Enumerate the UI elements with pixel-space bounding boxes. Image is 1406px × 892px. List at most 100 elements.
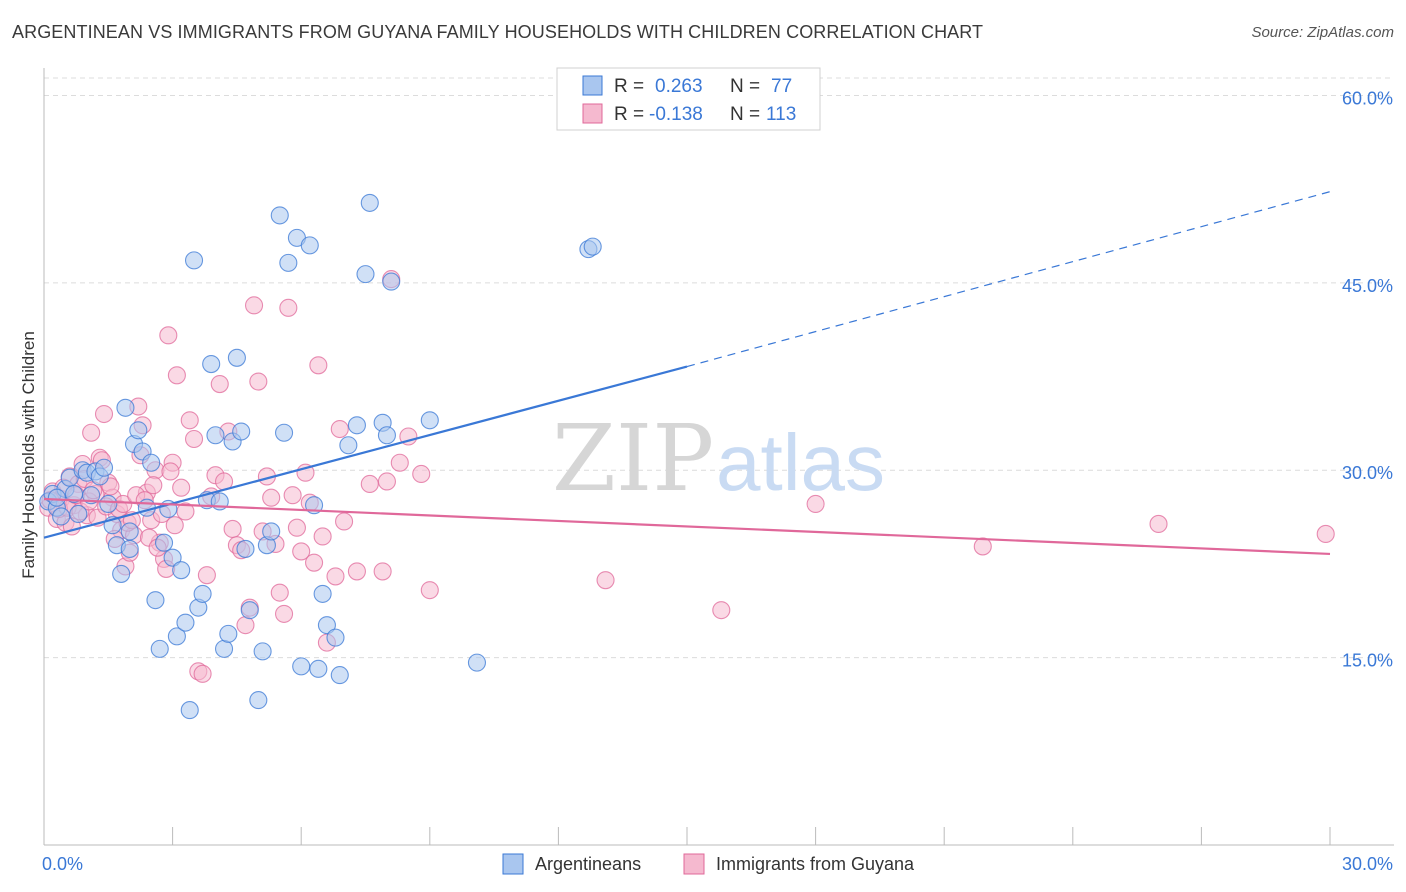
argentinean-point — [154, 533, 174, 552]
guyana-point — [161, 462, 180, 481]
argentinean-point — [232, 422, 251, 441]
argentinean-point — [360, 193, 379, 212]
argentinean-point — [219, 624, 238, 643]
legend-n-value-1: 77 — [771, 76, 792, 97]
guyana-point — [326, 567, 345, 586]
argentinean-point — [279, 253, 298, 272]
guyana-point — [184, 429, 204, 449]
argentinean-point — [142, 453, 161, 472]
legend-r-label-1: R = — [614, 76, 644, 97]
argentinean-point — [116, 398, 135, 417]
guyana-point — [596, 571, 615, 590]
argentinean-point — [52, 507, 71, 526]
y-tick-label-15: 15.0% — [1342, 651, 1393, 671]
guyana-point — [412, 464, 431, 484]
argentinean-point — [99, 494, 118, 514]
guyana-point — [172, 478, 191, 497]
argentinean-point — [129, 421, 148, 440]
argentinean-point — [377, 426, 396, 445]
legend-n-label-2: N = — [730, 104, 760, 125]
argentinean-point — [180, 701, 199, 720]
argentinean-point — [176, 613, 195, 632]
legend-argentineans-label: Argentineans — [535, 854, 641, 874]
guyana-point — [159, 326, 178, 345]
watermark-atlas: atlas — [716, 418, 885, 507]
legend-stats-box: R = 0.263 N = 77 R = -0.138 N = 113 — [556, 67, 821, 131]
guyana-point — [197, 566, 216, 585]
legend-guyana-label: Immigrants from Guyana — [716, 854, 915, 874]
argentinean-point — [583, 237, 602, 256]
trend-lines — [43, 191, 1331, 556]
argentinean-point — [467, 653, 487, 672]
argentinean-point — [253, 642, 272, 661]
argentinean-point — [339, 436, 358, 455]
argentinean-point — [240, 601, 259, 620]
guyana-point — [335, 512, 354, 531]
chart-title: ARGENTINEAN VS IMMIGRANTS FROM GUYANA FA… — [12, 22, 984, 42]
argentinean-point — [300, 236, 319, 255]
guyana-point — [165, 516, 184, 535]
guyana-point — [275, 604, 294, 623]
guyana-point — [305, 553, 324, 572]
guyana-point — [712, 601, 731, 620]
argentinean-point — [262, 522, 281, 541]
source-credit: Source: ZipAtlas.com — [1251, 24, 1394, 41]
guyana-point — [82, 423, 101, 442]
y-tick-label-45: 45.0% — [1342, 276, 1393, 296]
guyana-trend-line — [43, 497, 1331, 556]
argentineans-trend-extension — [686, 191, 1331, 368]
guyana-point — [390, 453, 409, 472]
legend-n-value-2: 113 — [766, 104, 796, 125]
argentinean-point — [206, 426, 225, 445]
x-tick-label-0: 0.0% — [42, 854, 83, 874]
guyana-point — [167, 366, 186, 385]
argentinean-point — [227, 348, 246, 367]
guyana-point — [94, 404, 114, 424]
argentinean-point — [326, 628, 345, 647]
argentinean-point — [292, 657, 311, 676]
guyana-point — [223, 519, 242, 539]
guyana-point — [330, 419, 349, 439]
guyana-point — [377, 472, 396, 491]
legend-r-value-2: -0.138 — [649, 104, 703, 125]
argentinean-point — [249, 691, 268, 710]
guyana-point — [236, 616, 255, 635]
argentinean-point — [172, 561, 191, 580]
argentinean-point — [382, 272, 401, 291]
guyana-point — [262, 488, 281, 507]
y-tick-label-60: 60.0% — [1342, 88, 1393, 108]
guyana-point — [193, 664, 212, 683]
argentineans-trend-line — [43, 365, 688, 539]
watermark: ZIP atlas — [552, 405, 885, 512]
argentinean-point — [94, 458, 114, 477]
argentinean-point — [270, 206, 289, 225]
argentinean-point — [202, 355, 221, 374]
legend-guyana-swatch — [683, 853, 705, 875]
argentinean-point — [69, 504, 88, 524]
argentinean-point — [236, 539, 255, 558]
argentinean-point — [82, 486, 101, 505]
guyana-point — [244, 296, 264, 315]
guyana-point — [292, 542, 311, 561]
legend-argentineans-swatch — [502, 853, 524, 875]
legend-n-label-1: N = — [730, 76, 760, 97]
argentinean-point — [146, 591, 165, 610]
guyana-point — [279, 298, 298, 317]
guyana-point — [1149, 514, 1168, 534]
argentinean-point — [47, 488, 66, 507]
guyana-point — [313, 527, 332, 546]
guyana-point — [360, 474, 379, 494]
guyana-point — [287, 518, 306, 537]
argentinean-point — [184, 251, 204, 270]
guyana-point — [309, 356, 328, 375]
argentinean-point — [193, 584, 212, 603]
argentinean-point — [112, 564, 131, 583]
legend-r-label-2: R = — [614, 104, 644, 125]
axes — [43, 68, 1394, 846]
argentinean-point — [309, 659, 328, 678]
guyana-point — [806, 494, 825, 514]
argentinean-point — [317, 616, 336, 635]
argentinean-point — [214, 639, 234, 658]
y-axis-label: Family Households with Children — [19, 331, 38, 579]
guyana-point — [347, 562, 366, 581]
